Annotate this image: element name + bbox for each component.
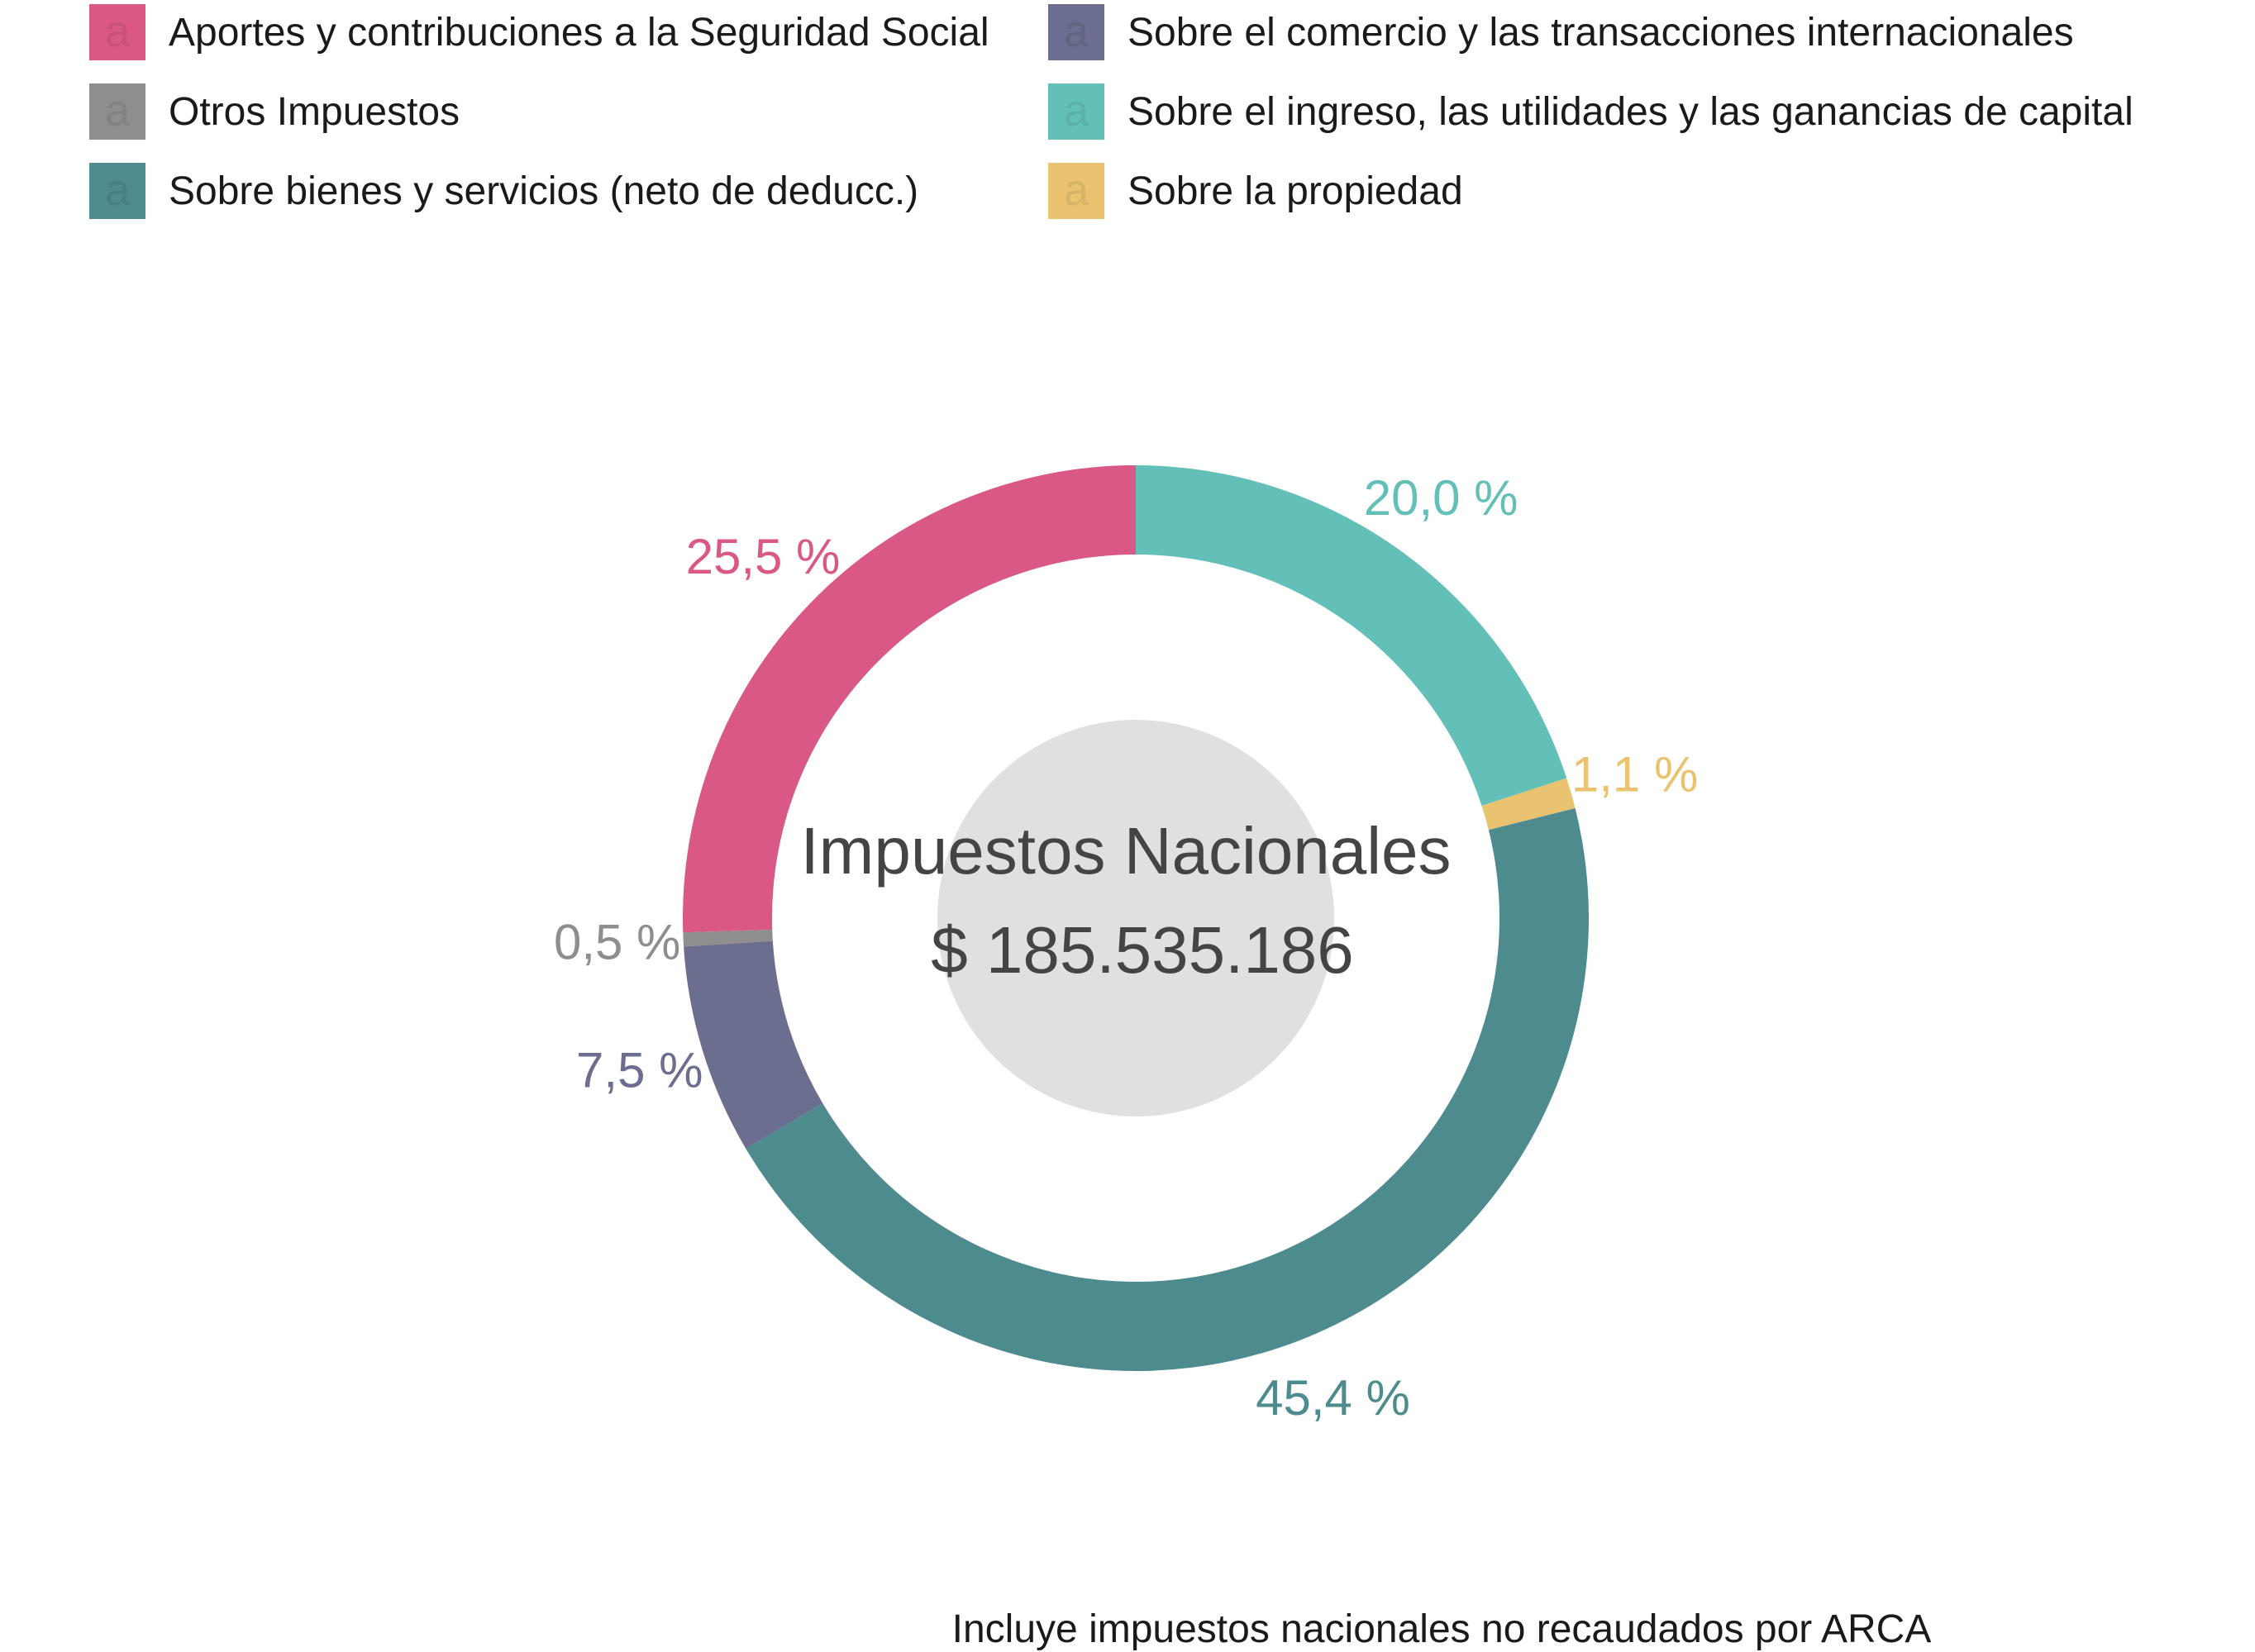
legend-label: Sobre el ingreso, las utilidades y las g… [1128,89,2133,134]
legend-label: Otros Impuestos [169,89,460,134]
slice-label-0: 20,0 % [1364,470,1518,526]
legend-swatch: a [89,163,145,219]
slice-labels-group: 20,0 % 1,1 % 45,4 % 7,5 % 0,5 % 25,5 % [554,470,1698,1426]
legend-swatch: a [89,83,145,140]
legend-item: a Sobre la propiedad [1048,162,1463,220]
legend-label: Aportes y contribuciones a la Seguridad … [169,10,989,55]
slice-5 [683,465,1136,933]
legend-item: a Sobre el comercio y las transacciones … [1048,3,2074,61]
legend-swatch: a [1048,163,1104,219]
slice-2 [746,808,1589,1371]
legend-label: Sobre el comercio y las transacciones in… [1128,10,2074,55]
center-disc [937,720,1334,1116]
slice-label-3: 7,5 % [576,1043,703,1098]
center-title: Impuestos Nacionales [800,814,1451,888]
slice-label-2: 45,4 % [1256,1370,1410,1426]
legend-swatch: a [1048,83,1104,140]
legend-item: a Otros Impuestos [89,83,460,140]
slice-label-5: 25,5 % [686,529,841,584]
legend-item: a Sobre el ingreso, las utilidades y las… [1048,83,2133,140]
center-value: $ 185.535.186 [931,913,1354,987]
legend-item: a Aportes y contribuciones a la Segurida… [89,3,989,61]
slice-label-1: 1,1 % [1571,747,1698,802]
legend-label: Sobre bienes y servicios (neto de deducc… [169,169,919,213]
legend-swatch: a [89,4,145,60]
slices-group [683,465,1589,1371]
legend-item: a Sobre bienes y servicios (neto de dedu… [89,162,918,220]
slice-1 [1481,778,1576,831]
chart-caption: Incluye impuestos nacionales no recaudad… [951,1607,1932,1651]
slice-0 [1136,465,1567,807]
slice-3 [684,940,823,1149]
legend-swatch: a [1048,4,1104,60]
slice-4 [683,929,773,947]
slice-label-4: 0,5 % [554,915,680,970]
legend-label: Sobre la propiedad [1128,169,1463,213]
